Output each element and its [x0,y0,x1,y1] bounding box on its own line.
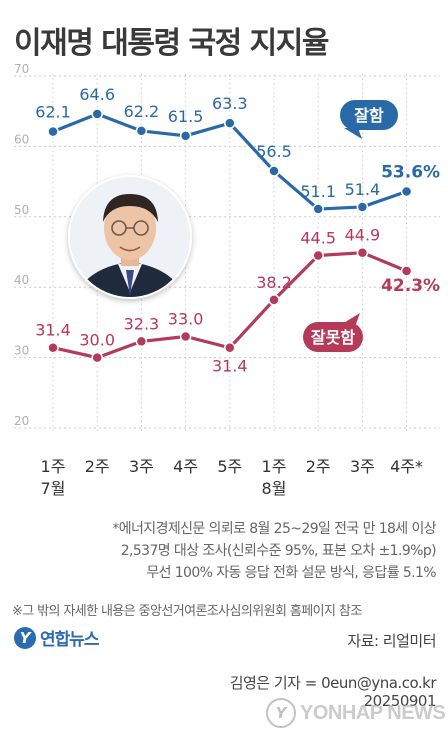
survey-note-1: *에너지경제신문 의뢰로 8월 25~29일 전국 만 18세 이상 [112,521,436,537]
data-label: 62.1 [35,103,71,122]
legend-bubble [303,322,363,352]
data-label: 51.4 [345,180,381,199]
data-label: 31.4 [35,321,71,340]
x-tick-label: 5주 [217,457,242,476]
data-point [400,265,413,277]
x-tick-label: 2주 [306,457,331,476]
survey-note-4: ※그 밖의 자세한 내용은 중앙선거여론조사심의위원회 홈페이지 참조 [12,604,362,619]
survey-note-2: 2,537명 대상 조사(신뢰수준 95%, 표본 오차 ±1.9%p) [120,543,437,559]
legend-label: 잘못함 [311,328,355,347]
y-tick-label: 40 [14,273,29,287]
chart-title: 이재명 대통령 국정 지지율 [14,26,329,61]
data-point [224,341,236,354]
data-label: 38.2 [256,273,292,292]
y-tick-label: 50 [14,203,29,217]
yonhap-logo-icon: Y [14,626,36,649]
y-tick-label: 20 [14,414,29,428]
data-point [356,246,369,259]
data-label: 63.3 [212,94,248,113]
x-tick-label: 3주 [129,457,154,476]
x-tick-label: 1주 [262,457,287,476]
data-point [91,108,103,120]
data-point [268,294,280,306]
legend-bubble [340,100,398,130]
data-point [135,335,148,348]
legend-label: 잘함 [354,106,384,125]
data-label: 53.6% [381,162,440,182]
data-label: 30.0 [79,331,115,350]
legend-disapprove: 잘못함 [303,313,363,352]
line-chart: 20 30 40 50 60 70 62.1 64.6 62.2 61.5 63.3 56.5 51.… [14,62,440,498]
data-point [224,117,236,129]
yonhap-logo: Y 연합뉴스 [14,625,100,650]
x-tick-label: 4주 [173,457,198,476]
x-tick-label: 4주* [390,457,423,476]
x-tick-label: 7월 [41,479,66,498]
x-tick-label: 2주 [85,457,110,476]
data-label: 32.3 [124,314,160,333]
president-portrait [68,175,192,299]
y-tick-label: 60 [14,132,29,146]
data-point [47,125,59,138]
data-label: 61.5 [168,107,204,126]
data-point [312,203,324,215]
legend-approve: 잘함 [340,100,398,139]
source-label: 자료: 리얼미터 [347,632,436,650]
data-label: 51.1 [300,182,336,201]
legend-bubble-tail [344,128,362,139]
y-tick-label: 30 [14,344,29,358]
yonhap-watermark: Y YONHAP NEWS [266,698,446,728]
data-label: 33.0 [168,309,204,328]
x-tick-label: 3주 [350,457,375,476]
data-label: 44.5 [300,229,336,248]
data-point [135,125,148,137]
data-label: 64.6 [79,85,115,104]
survey-note-3: 무선 100% 자동 응답 전화 설문 방식, 응답률 5.1% [146,565,436,581]
x-tick-label: 1주 [41,457,66,476]
data-point [356,201,369,213]
yonhap-watermark-text: YONHAP NEWS [300,701,446,724]
yonhap-watermark-icon: Y [266,698,296,728]
data-point [47,341,59,354]
data-point [179,330,192,343]
data-point [179,130,192,142]
data-label: 56.5 [256,142,292,161]
y-tick-label: 70 [14,62,29,76]
data-label: 62.2 [124,102,160,121]
reporter-credit: 김영은 기자 = 0eun@yna.co.kr [229,674,437,692]
data-label: 42.3% [381,276,440,296]
yonhap-logo-text: 연합뉴스 [40,630,100,650]
data-point [268,165,280,177]
data-label: 44.9 [345,226,381,245]
legend-bubble-tail [342,313,360,324]
data-point [91,351,103,364]
data-point [400,185,413,198]
data-label: 31.4 [212,357,248,376]
x-tick-label: 8월 [262,479,287,498]
publish-date: 20250901 [363,692,437,710]
data-point [312,249,324,262]
